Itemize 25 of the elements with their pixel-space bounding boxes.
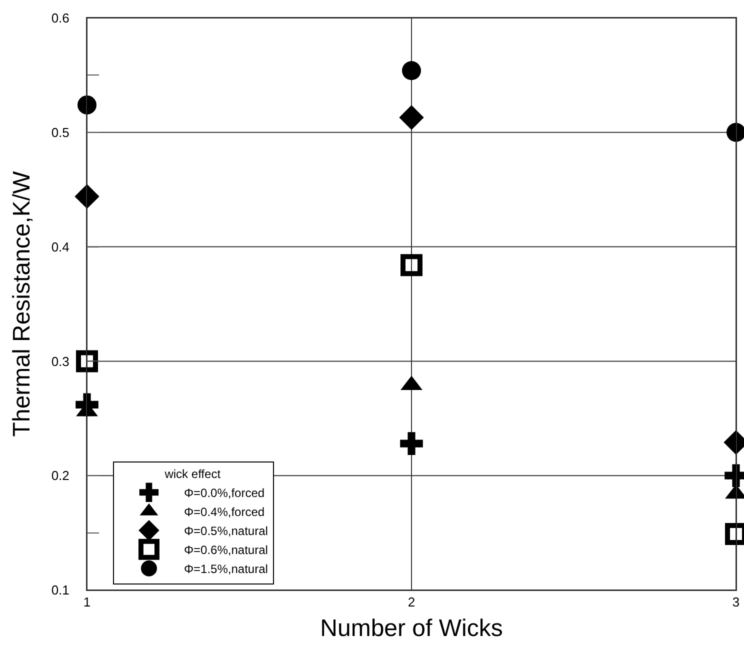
point [402,61,421,80]
legend-label: Φ=0.4%,forced [184,505,265,520]
legend-title: wick effect [164,466,222,481]
point [399,105,424,130]
point [78,95,96,114]
point [400,432,423,455]
point [726,122,744,142]
x-tick-label: 1 [83,594,91,610]
y-axis-title: Thermal Resistance,K/W [8,170,36,437]
y-tick-label: 0.4 [51,239,70,254]
point [74,184,100,209]
y-tick-label: 0.1 [51,582,70,598]
legend-label: Φ=0.0%,forced [184,486,265,500]
legend-label: Φ=0.5%,natural [184,524,268,538]
x-tick-label: 3 [732,594,740,610]
point [400,254,422,276]
legend-label: Φ=1.5%,natural [184,562,268,576]
y-tick-label: 0.5 [51,124,70,140]
x-axis-title: Number of Wicks [320,614,503,642]
legend-label: Φ=0.6%,natural [184,543,268,558]
y-tick-label: 0.6 [51,10,70,26]
x-tick-label: 2 [408,594,416,610]
point [76,350,98,372]
y-tick-label: 0.2 [51,468,70,484]
y-tick-label: 0.3 [51,354,70,369]
